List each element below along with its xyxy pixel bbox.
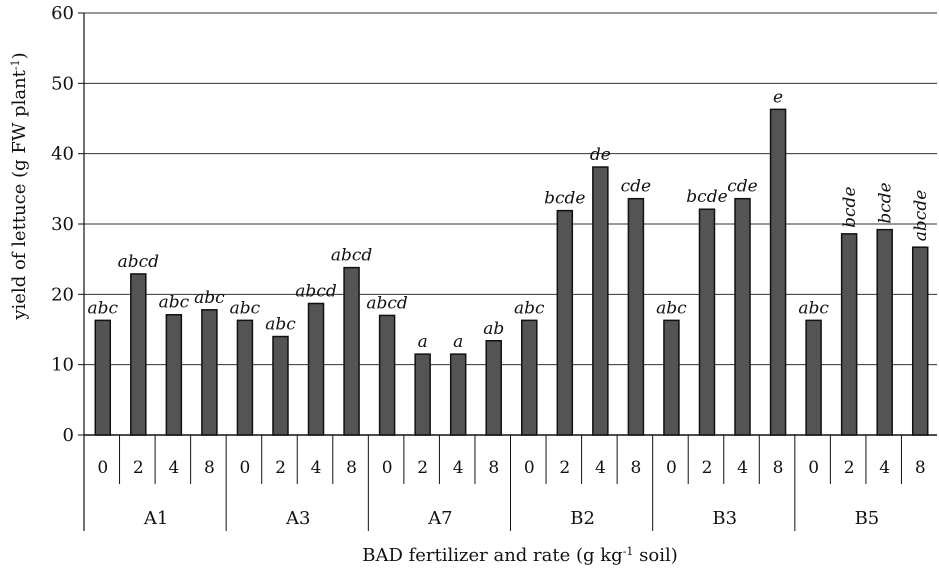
bar-B3-8 xyxy=(769,108,787,436)
bar-A7-8 xyxy=(485,340,502,436)
significance-label: abc xyxy=(230,298,261,318)
rate-tick-label: 0 xyxy=(524,458,535,478)
y-tick-label: 0 xyxy=(63,425,74,446)
significance-label: bcde xyxy=(876,182,896,223)
bar-A3-2 xyxy=(272,335,289,436)
category-axis: 0 2 4 8 A1 0 2 4 8 A3 0 2 4 8 A7 0 2 4 8 B2 0 2 4 8 B3 0 2 4 8 B5 xyxy=(97,435,926,531)
significance-label: bcde xyxy=(686,187,727,207)
rate-tick-label: 8 xyxy=(204,458,215,478)
bar-B5-4 xyxy=(876,228,893,436)
rate-tick-label: 2 xyxy=(702,458,713,478)
rate-tick-label: 0 xyxy=(240,458,251,478)
bar-B5-2 xyxy=(840,233,858,436)
bar-B5-0 xyxy=(805,319,822,436)
significance-label: abcde xyxy=(911,190,931,241)
rate-tick-label: 0 xyxy=(382,458,393,478)
rate-tick-label: 0 xyxy=(97,458,108,478)
significance-label: abcd xyxy=(295,281,337,301)
significance-label: abc xyxy=(656,298,687,318)
significance-label: abc xyxy=(514,298,545,318)
rate-tick-label: 8 xyxy=(346,458,357,478)
y-tick-label: 40 xyxy=(51,144,74,165)
significance-label: de xyxy=(590,145,611,165)
bar-B5-8 xyxy=(911,246,929,436)
rate-tick-label: 2 xyxy=(417,458,428,478)
bar-A1-0 xyxy=(94,319,112,436)
x-axis-title: BAD fertilizer and rate (g kg-1 soil) xyxy=(362,545,678,567)
group-label: A7 xyxy=(427,508,452,529)
y-tick-label: 30 xyxy=(51,214,74,235)
rate-tick-label: 8 xyxy=(630,458,641,478)
bar-A1-4 xyxy=(165,313,183,436)
bar-B3-0 xyxy=(663,319,680,436)
y-tick-label: 20 xyxy=(51,284,74,305)
significance-label: bcde xyxy=(544,189,585,209)
significance-label: abc xyxy=(87,298,118,318)
bar-A3-8 xyxy=(343,266,360,436)
significance-label: a xyxy=(418,332,428,352)
rate-tick-label: 4 xyxy=(595,458,606,478)
rate-tick-label: 0 xyxy=(808,458,819,478)
significance-label: e xyxy=(773,87,783,107)
group-label: A3 xyxy=(285,508,310,529)
grid-lines xyxy=(84,12,937,366)
bar-B2-4 xyxy=(592,166,609,436)
significance-label: abcd xyxy=(331,246,373,266)
bars xyxy=(94,108,929,436)
bar-B2-8 xyxy=(627,197,645,436)
significance-label: bcde xyxy=(840,186,860,227)
significance-label: cde xyxy=(727,177,757,197)
y-tick-label: 60 xyxy=(51,3,74,24)
significance-label: abcd xyxy=(118,252,160,272)
rate-tick-label: 8 xyxy=(915,458,926,478)
rate-tick-label: 4 xyxy=(453,458,464,478)
bar-A1-2 xyxy=(130,273,147,436)
rate-tick-label: 4 xyxy=(168,458,179,478)
rate-tick-label: 8 xyxy=(773,458,784,478)
rate-tick-label: 2 xyxy=(275,458,286,478)
significance-label: abc xyxy=(798,298,829,318)
significance-label: cde xyxy=(621,177,651,197)
rate-tick-label: 2 xyxy=(133,458,144,478)
rate-tick-label: 0 xyxy=(666,458,677,478)
bar-B3-4 xyxy=(734,197,751,436)
bar-A7-2 xyxy=(414,353,431,436)
rate-tick-label: 4 xyxy=(311,458,322,478)
group-label: B5 xyxy=(855,508,880,529)
rate-tick-label: 8 xyxy=(488,458,499,478)
group-label: A1 xyxy=(143,508,168,529)
rate-tick-label: 4 xyxy=(737,458,748,478)
bar-A3-0 xyxy=(236,319,254,436)
significance-label: abc xyxy=(265,315,296,335)
rate-tick-label: 2 xyxy=(559,458,570,478)
y-tick-label: 10 xyxy=(51,355,74,376)
significance-label: ab xyxy=(483,319,504,339)
significance-label: a xyxy=(453,332,463,352)
y-axis-title: yield of lettuce (g FW plant-1) xyxy=(9,52,31,320)
group-label: B2 xyxy=(570,508,595,529)
rate-tick-label: 2 xyxy=(844,458,855,478)
bar-B2-2 xyxy=(556,209,574,436)
bar-A7-4 xyxy=(449,353,467,436)
y-tick-label: 50 xyxy=(51,73,74,94)
bar-A1-8 xyxy=(201,309,218,436)
significance-label: abc xyxy=(159,293,190,313)
bar-A7-0 xyxy=(378,314,396,436)
bar-B2-0 xyxy=(521,319,538,436)
bar-A3-4 xyxy=(307,302,325,436)
rate-tick-label: 4 xyxy=(879,458,890,478)
group-label: B3 xyxy=(712,508,737,529)
significance-label: abcd xyxy=(366,293,408,313)
bar-B3-2 xyxy=(698,208,716,436)
significance-label: abc xyxy=(194,288,225,308)
